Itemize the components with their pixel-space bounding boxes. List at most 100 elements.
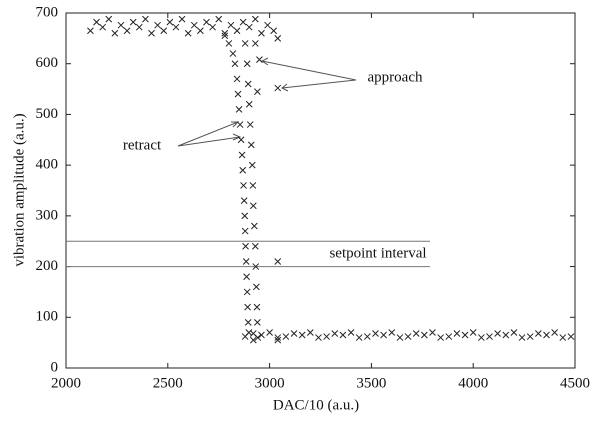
point — [251, 242, 259, 250]
point — [154, 21, 161, 29]
y-tick-label: 300 — [36, 207, 59, 223]
point — [290, 330, 298, 337]
point — [363, 333, 371, 340]
point — [166, 18, 174, 26]
point — [135, 23, 143, 31]
point — [248, 161, 256, 169]
point — [221, 32, 229, 40]
point — [270, 27, 278, 35]
point — [148, 29, 155, 37]
point — [437, 334, 444, 341]
annotation-arrow — [177, 121, 242, 147]
point — [239, 18, 247, 26]
point — [242, 258, 250, 265]
point — [331, 330, 339, 337]
y-tick-label: 0 — [51, 359, 59, 375]
point — [252, 263, 260, 270]
annotation: retract — [123, 137, 162, 153]
y-tick-label: 600 — [36, 55, 59, 71]
point — [190, 21, 198, 29]
point — [242, 242, 249, 250]
point — [567, 333, 575, 340]
point — [209, 23, 216, 31]
point — [461, 331, 469, 339]
point — [323, 333, 330, 340]
point — [241, 40, 249, 47]
x-tick-label: 3000 — [255, 375, 285, 391]
point — [486, 333, 493, 340]
point — [239, 166, 247, 174]
y-tick-label: 700 — [36, 4, 59, 20]
point — [247, 141, 255, 149]
point — [253, 303, 261, 311]
annotation-arrow — [261, 57, 357, 92]
point — [420, 331, 428, 339]
point — [274, 334, 282, 341]
point — [396, 334, 404, 341]
point — [477, 334, 485, 341]
x-tick-label: 4500 — [560, 375, 590, 391]
point — [412, 330, 420, 337]
point — [264, 21, 271, 29]
point — [274, 258, 282, 265]
point — [315, 334, 322, 341]
point — [241, 227, 249, 235]
point — [526, 333, 534, 340]
point — [233, 27, 241, 35]
point — [160, 27, 168, 35]
point — [197, 27, 204, 35]
point — [123, 27, 131, 35]
point — [347, 329, 355, 336]
y-tick-label: 500 — [36, 106, 59, 122]
point — [243, 288, 251, 296]
point — [258, 29, 265, 37]
x-tick-label: 2000 — [51, 375, 81, 391]
point — [244, 303, 251, 311]
y-tick-label: 400 — [36, 157, 59, 173]
y-tick-label: 100 — [36, 309, 59, 325]
point — [453, 330, 461, 337]
point — [142, 15, 149, 23]
y-tick-label: 200 — [36, 258, 59, 274]
point — [244, 80, 252, 88]
point — [229, 50, 237, 57]
point — [231, 60, 239, 68]
point — [494, 330, 501, 337]
point — [111, 29, 119, 37]
x-tick-label: 4000 — [458, 375, 488, 391]
point — [249, 182, 257, 189]
point — [445, 333, 453, 340]
point — [404, 333, 412, 340]
point — [246, 121, 254, 128]
point — [253, 283, 260, 291]
point — [256, 56, 263, 64]
point — [238, 151, 246, 159]
x-tick-label: 2500 — [153, 375, 183, 391]
y-axis-label: vibration amplitude (a.u.) — [11, 113, 27, 266]
point — [551, 329, 558, 336]
point — [518, 334, 526, 341]
point — [306, 329, 314, 336]
point — [372, 330, 379, 337]
point — [240, 197, 248, 204]
point — [240, 182, 247, 189]
point — [339, 331, 347, 339]
x-tick-label: 3500 — [356, 375, 386, 391]
point — [266, 329, 273, 336]
point — [243, 60, 251, 68]
point — [241, 212, 249, 220]
point — [87, 27, 94, 35]
point — [469, 329, 477, 336]
point — [215, 15, 223, 23]
point — [221, 29, 229, 37]
x-axis-label: DAC/10 (a.u.) — [273, 397, 359, 413]
annotation: approach — [368, 69, 423, 85]
point — [99, 23, 107, 31]
point — [233, 75, 241, 83]
point — [254, 88, 261, 95]
point — [534, 330, 542, 337]
point — [243, 273, 250, 281]
point — [355, 334, 363, 341]
point — [93, 18, 100, 26]
